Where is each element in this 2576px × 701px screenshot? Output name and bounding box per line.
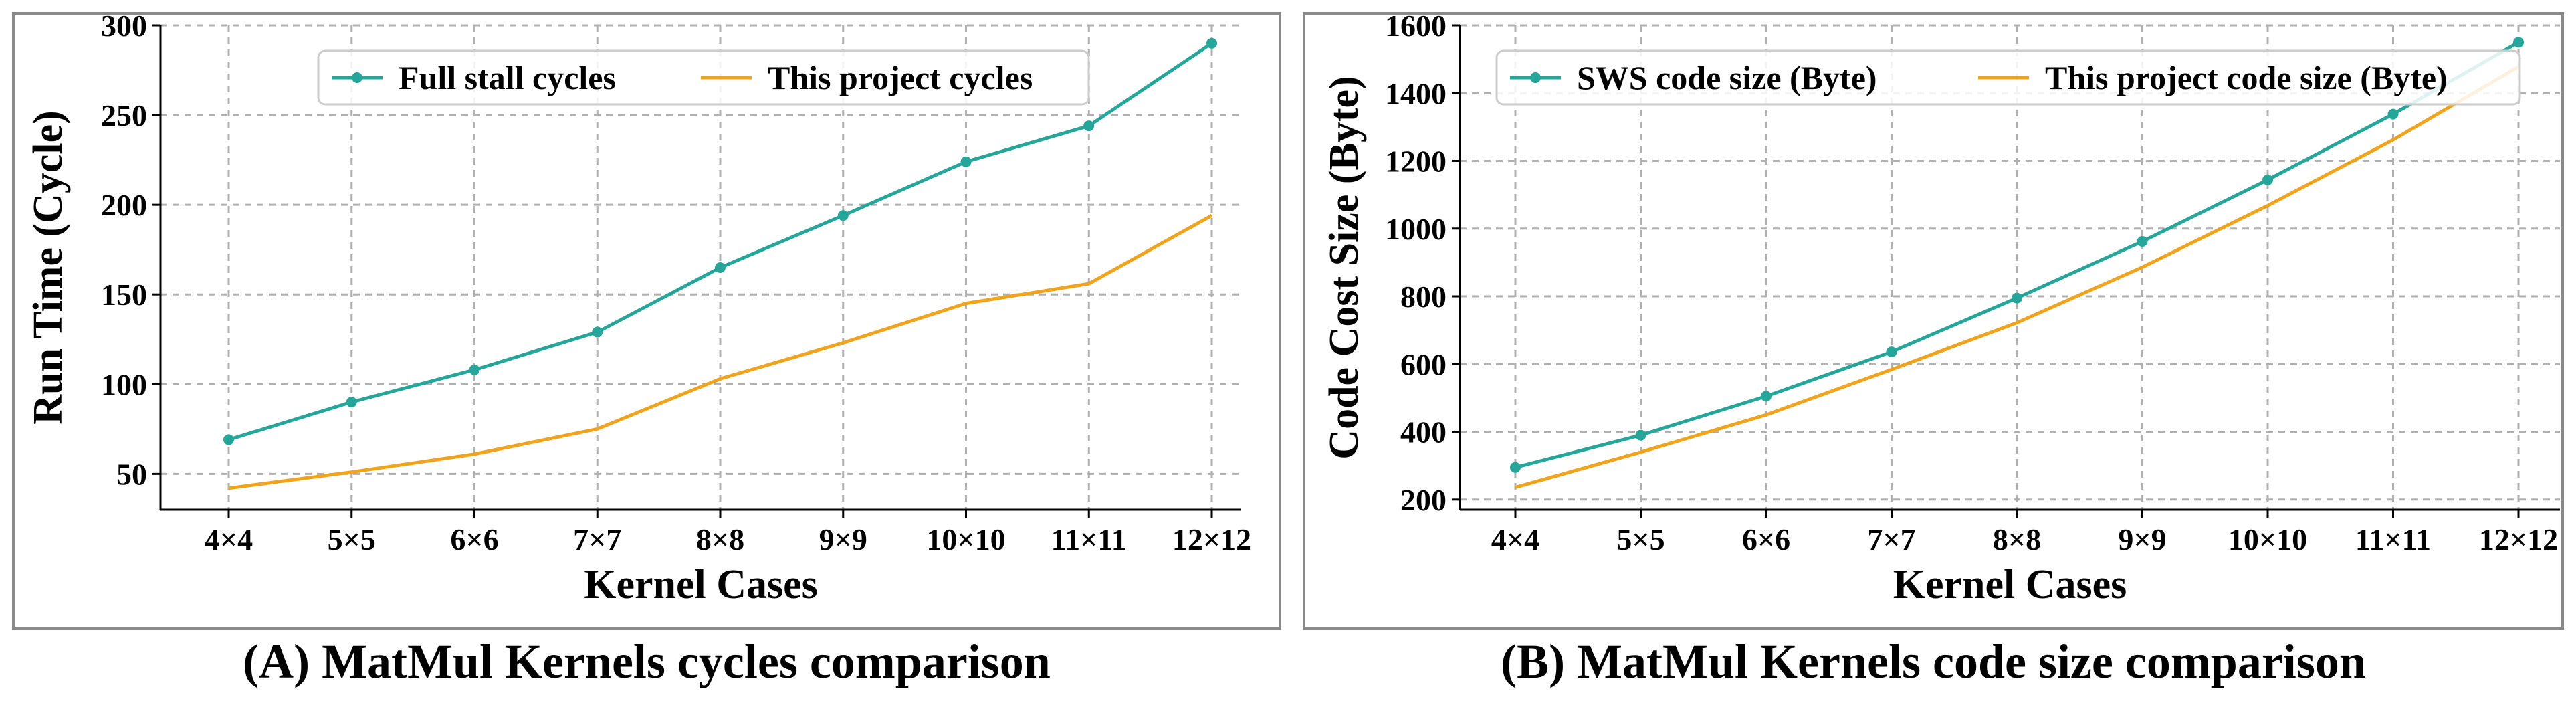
- legend-label-2: This project cycles: [768, 59, 1033, 96]
- data-point: [469, 364, 480, 375]
- x-tick-label: 10×10: [2228, 522, 2307, 557]
- data-point: [1886, 346, 1897, 358]
- y-tick-label: 600: [1400, 347, 1446, 381]
- x-tick-label: 8×8: [696, 522, 744, 557]
- x-tick-label: 7×7: [573, 522, 621, 557]
- legend-label-2: This project code size (Byte): [2045, 59, 2448, 96]
- x-tick-label: 4×4: [205, 522, 253, 557]
- x-tick-label: 6×6: [450, 522, 498, 557]
- data-point: [1206, 37, 1217, 49]
- data-point: [1083, 120, 1095, 132]
- x-tick-label: 6×6: [1742, 522, 1790, 557]
- y-tick-label: 100: [101, 367, 147, 401]
- y-tick-label: 300: [101, 9, 147, 43]
- y-tick-label: 1000: [1385, 212, 1446, 246]
- x-tick-label: 12×12: [2479, 522, 2558, 557]
- x-tick-label: 4×4: [1491, 522, 1539, 557]
- legend-marker: [1530, 72, 1541, 83]
- x-tick-label: 11×11: [1051, 522, 1127, 557]
- data-point: [1510, 462, 1521, 473]
- x-axis-label: Kernel Cases: [584, 562, 818, 607]
- data-point: [346, 397, 357, 408]
- y-tick-label: 250: [101, 98, 147, 132]
- x-tick-label: 9×9: [819, 522, 867, 557]
- data-point: [715, 262, 726, 273]
- y-tick-label: 200: [1400, 483, 1446, 517]
- y-axis-label: Run Time (Cycle): [25, 110, 71, 425]
- y-tick-label: 400: [1400, 415, 1446, 449]
- data-point: [960, 156, 972, 167]
- legend-marker: [352, 72, 362, 83]
- y-tick-label: 1200: [1385, 144, 1446, 179]
- y-tick-label: 1600: [1385, 9, 1446, 43]
- data-point: [592, 326, 603, 338]
- y-tick-label: 200: [101, 188, 147, 222]
- x-tick-label: 9×9: [2118, 522, 2166, 557]
- chart-0: 50 100 150 200 250 300 4×4 5×5 6×6 7×7 8×8 9×9 10×10…: [25, 9, 1251, 607]
- y-tick-label: 150: [101, 278, 147, 312]
- data-point: [2513, 37, 2524, 48]
- data-point: [837, 210, 849, 221]
- y-tick-label: 1400: [1385, 76, 1446, 110]
- x-tick-label: 5×5: [328, 522, 376, 557]
- data-point: [1635, 429, 1646, 441]
- legend-label-1: Full stall cycles: [399, 59, 616, 96]
- chart-b-frame: [1303, 12, 2564, 630]
- y-tick-label: 50: [116, 457, 147, 491]
- legend-label-1: SWS code size (Byte): [1577, 59, 1877, 96]
- x-tick-label: 7×7: [1867, 522, 1915, 557]
- data-point: [223, 434, 234, 445]
- x-tick-label: 8×8: [1993, 522, 2041, 557]
- x-tick-label: 12×12: [1172, 522, 1251, 557]
- series-line-2: [228, 214, 1213, 490]
- chart-1: 200 400 600 800 1000 1200 1400 1600 4×4 5×5 6×6 7×7…: [1321, 9, 2560, 607]
- series-line-2: [1515, 65, 2520, 489]
- data-point: [2262, 174, 2273, 185]
- x-tick-label: 10×10: [926, 522, 1005, 557]
- y-tick-label: 800: [1400, 280, 1446, 314]
- data-point: [2387, 108, 2399, 120]
- data-point: [1761, 391, 1772, 402]
- x-tick-label: 5×5: [1616, 522, 1665, 557]
- data-point: [2012, 292, 2022, 304]
- chart-b-caption: (B) MatMul Kernels code size comparison: [1501, 635, 2366, 688]
- x-axis-label: Kernel Cases: [1893, 562, 2127, 607]
- data-point: [2137, 236, 2148, 247]
- y-axis-label: Code Cost Size (Byte): [1321, 76, 1367, 459]
- chart-a-caption: (A) MatMul Kernels cycles comparison: [243, 635, 1051, 688]
- x-tick-label: 11×11: [2355, 522, 2431, 557]
